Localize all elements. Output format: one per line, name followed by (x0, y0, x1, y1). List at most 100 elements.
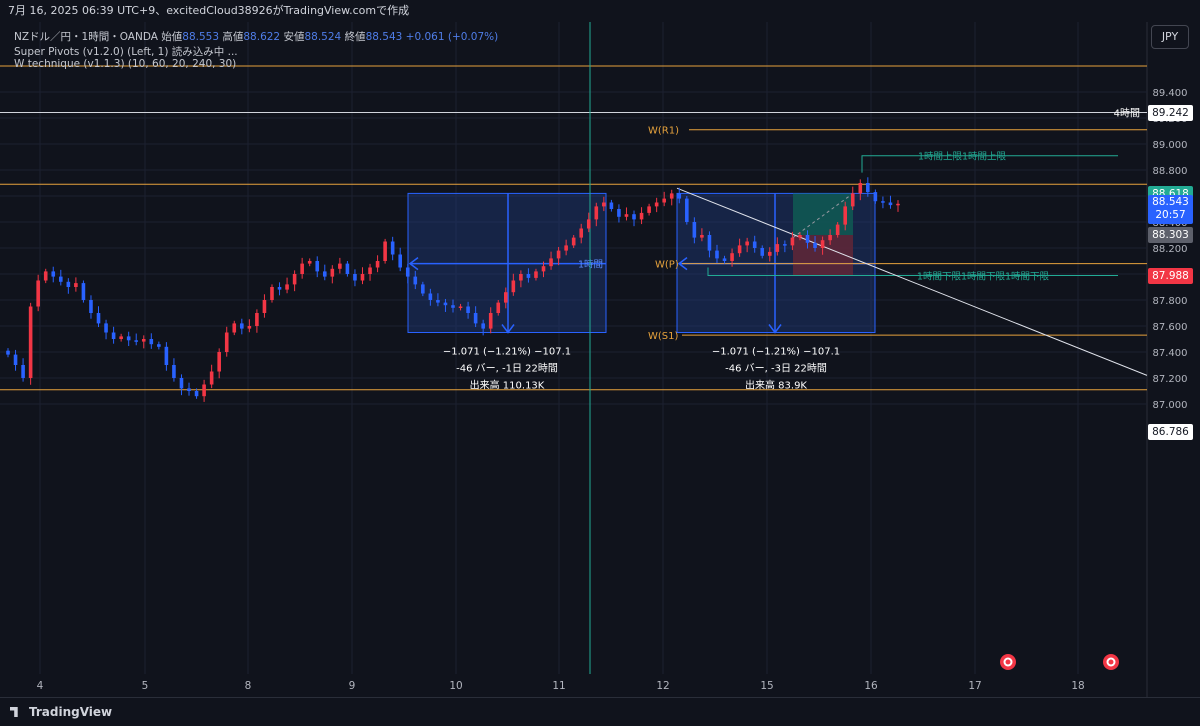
y-tick-label: 87.400 (1153, 348, 1188, 359)
long-position-path (792, 192, 854, 239)
tradingview-logo-icon (10, 707, 18, 717)
currency-button[interactable]: JPY (1151, 25, 1189, 49)
candle-body (617, 209, 621, 217)
price-badge-value: 88.543 (1152, 196, 1189, 209)
candle-body (850, 193, 855, 207)
measure-label-change: −1.071 (−1.21%) −107.1 (443, 347, 571, 358)
candle-body (6, 350, 10, 355)
candle-body (322, 271, 327, 277)
candle-body (564, 245, 568, 251)
candle-body (421, 284, 425, 294)
candle-body (36, 280, 40, 307)
candle-body (496, 302, 501, 313)
candle-body (677, 193, 682, 199)
hline-label-1h-lower: 1時間下限1時間下限1時間下限 (917, 272, 1050, 283)
candle-body (96, 313, 101, 324)
candle-body (217, 352, 221, 372)
candle-body (511, 280, 516, 293)
candle-body (745, 241, 749, 246)
legend-indicator-w-technique[interactable]: W technique (v1.1.3) (10, 60, 20, 240, 3… (14, 58, 237, 70)
measure-arrowhead-v (768, 324, 782, 334)
legend-low: 88.524 (304, 31, 342, 43)
candle-body (375, 261, 380, 268)
legend-close-label: 終値 (344, 31, 366, 43)
price-badge: 88.543 20:57 (1148, 195, 1193, 225)
y-tick-label: 89.400 (1153, 88, 1188, 99)
y-tick-label: 87.200 (1153, 374, 1188, 385)
legend-change: +0.061 (+0.07%) (405, 31, 499, 43)
x-tick-label: 17 (968, 680, 981, 692)
candle-body (398, 254, 403, 268)
candle-body (662, 198, 666, 203)
x-tick-label: 5 (142, 680, 149, 692)
candle-body (820, 240, 825, 248)
chart-header: 7月 16, 2025 06:39 UTC+9、excitedCloud3892… (0, 0, 1200, 22)
legend-high-label: 高値 (222, 31, 244, 43)
candle-body (209, 371, 214, 385)
candle-body (111, 332, 116, 339)
candle-body (760, 248, 765, 256)
candle-body (89, 300, 93, 313)
footer-bar: TradingView (0, 697, 1200, 726)
candle-body (368, 267, 372, 274)
candle-body (805, 235, 810, 243)
candle-body (813, 242, 817, 248)
candle-body (519, 274, 523, 281)
candle-body (602, 202, 606, 207)
candle-body (134, 340, 139, 342)
candle-body (405, 267, 410, 277)
candle-body (149, 339, 154, 345)
candle-body (240, 323, 244, 329)
candle-body (888, 202, 893, 206)
candle-body (315, 261, 320, 272)
candle-body (307, 261, 312, 264)
measure-label-bars: -46 バー, -1日 22時間 (456, 363, 558, 375)
candle-body (715, 250, 719, 259)
candle-body (783, 244, 787, 246)
candle-body (654, 202, 659, 207)
candle-body (74, 283, 78, 287)
candle-body (194, 391, 199, 397)
candle-body (586, 219, 591, 229)
measure-arrowhead-v (501, 324, 515, 334)
candle-body (255, 313, 259, 326)
candle-body (247, 326, 252, 329)
candle-body (141, 339, 146, 342)
candle-body (685, 198, 689, 222)
candle-body (541, 266, 546, 272)
tradingview-logo[interactable]: TradingView (10, 705, 112, 719)
candle-body (647, 206, 651, 213)
candle-body (488, 313, 493, 329)
candle-body (722, 258, 727, 261)
trend-line[interactable] (676, 187, 1148, 376)
pivot-s1-label: W(S1) (648, 331, 678, 342)
measure-label-volume: 出来高 83.9K (745, 379, 807, 392)
candle-body (164, 346, 169, 365)
x-tick-label: 8 (245, 680, 252, 692)
legend-symbol: NZドル／円・1時間・OANDA (14, 31, 158, 43)
candle-body (730, 253, 734, 261)
candle-body (436, 300, 440, 303)
candle-body (172, 365, 176, 378)
candle-body (21, 365, 25, 378)
candle-body (828, 235, 832, 241)
y-tick-label: 89.000 (1153, 140, 1188, 151)
price-badge-countdown: 20:57 (1155, 209, 1186, 222)
legend-open-label: 始値 (161, 31, 183, 43)
legend-low-label: 安値 (283, 31, 305, 43)
candle-body (473, 313, 478, 324)
legend-indicator-super-pivots[interactable]: Super Pivots (v1.2.0) (Left, 1) 読み込み中 ..… (14, 46, 238, 58)
candle-body (579, 228, 584, 238)
candle-body (232, 323, 237, 333)
candle-body (292, 274, 297, 285)
candle-body (345, 263, 350, 274)
measure-label-volume: 出来高 110.13K (470, 379, 545, 392)
candle-body (752, 241, 757, 248)
measure-label-bars: -46 バー, -3日 22時間 (725, 363, 827, 375)
x-tick-label: 16 (864, 680, 878, 692)
candle-body (451, 305, 455, 308)
candle-body (707, 235, 712, 251)
price-chart[interactable]: 89.40089.20089.00088.80088.60088.40088.2… (0, 22, 1200, 697)
hline-label-4h: 4時間 (1114, 108, 1140, 120)
candle-body (104, 323, 108, 333)
